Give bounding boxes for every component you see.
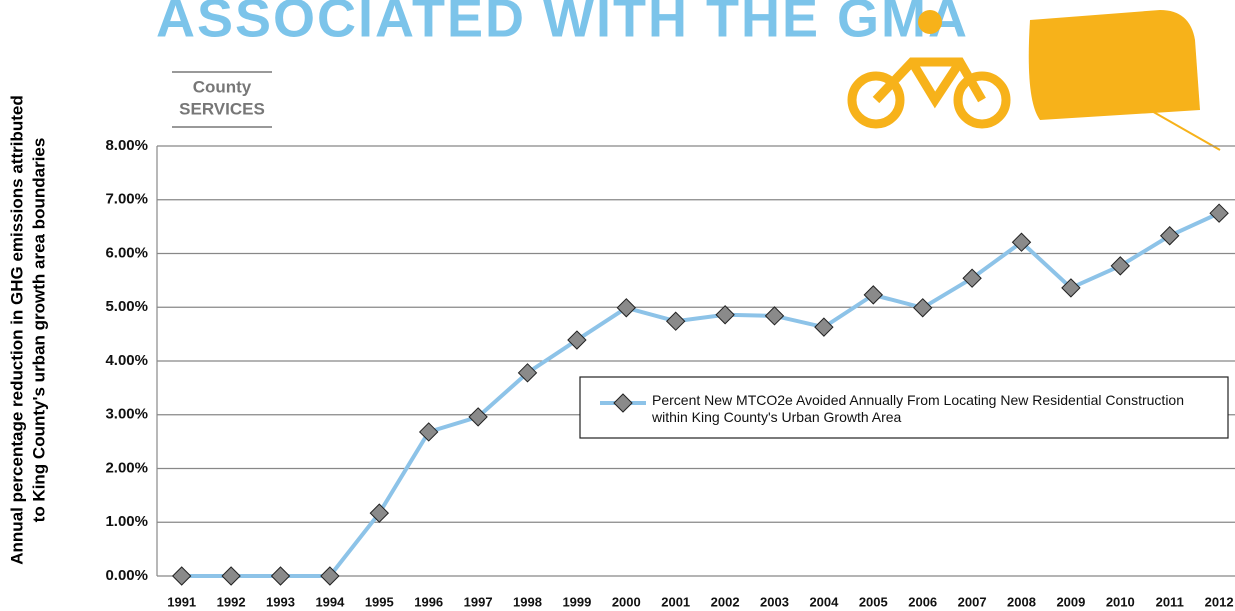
marker — [616, 298, 637, 318]
marker — [1110, 256, 1131, 276]
train-icon — [1028, 10, 1221, 151]
marker — [369, 503, 390, 523]
marker — [665, 311, 686, 331]
x-tick-label: 2012 — [1205, 594, 1234, 609]
chart-title: ASSOCIATED WITH THE GMA — [156, 0, 969, 48]
x-tick-label: 2011 — [1156, 594, 1184, 609]
x-tick-label: 2008 — [1007, 594, 1036, 609]
x-tick-label: 2005 — [859, 594, 888, 609]
y-tick-label: 1.00% — [105, 513, 148, 530]
x-tick-label: 2003 — [760, 594, 789, 609]
x-tick-label: 1994 — [315, 594, 345, 609]
y-tick-label: 4.00% — [105, 352, 148, 369]
marker — [1159, 226, 1180, 246]
x-tick-label: 1991 — [167, 594, 196, 609]
x-tick-label: 2009 — [1056, 594, 1085, 609]
x-tick-label: 2000 — [612, 594, 641, 609]
marker — [320, 566, 340, 586]
marker — [764, 306, 785, 326]
x-tick-label: 1998 — [513, 594, 542, 609]
subtitle: SERVICES — [179, 99, 265, 118]
x-tick-label: 2001 — [661, 594, 690, 609]
marker — [962, 268, 982, 288]
legend-marker — [613, 393, 633, 413]
marker — [1209, 203, 1229, 223]
subtitle: County — [193, 77, 252, 96]
x-tick-label: 2010 — [1106, 594, 1135, 609]
marker — [171, 566, 192, 586]
y-tick-label: 5.00% — [105, 298, 148, 315]
x-tick-label: 1995 — [365, 594, 394, 609]
marker — [715, 305, 735, 325]
marker — [863, 285, 884, 305]
x-tick-label: 2006 — [908, 594, 937, 609]
x-tick-label: 1997 — [464, 594, 493, 609]
y-axis-label: Annual percentage reduction in GHG emiss… — [7, 95, 26, 564]
x-tick-label: 1999 — [562, 594, 591, 609]
marker — [1011, 232, 1032, 252]
marker — [418, 422, 439, 442]
y-tick-label: 8.00% — [105, 137, 148, 154]
y-tick-label: 7.00% — [105, 191, 148, 208]
marker — [912, 298, 933, 318]
x-tick-label: 2002 — [711, 594, 740, 609]
marker — [814, 317, 834, 337]
bike-icon — [847, 10, 1011, 129]
y-tick-label: 2.00% — [105, 459, 148, 476]
series-line — [181, 211, 1220, 578]
marker — [517, 363, 538, 383]
x-tick-label: 1992 — [217, 594, 246, 609]
marker — [567, 330, 587, 350]
y-tick-label: 6.00% — [105, 244, 148, 261]
marker — [270, 566, 291, 586]
marker — [1061, 278, 1081, 298]
legend-label: Percent New MTCO2e Avoided Annually From… — [652, 392, 1184, 425]
legend-box — [579, 376, 1229, 439]
marker — [468, 407, 488, 427]
y-axis-label: to King County's urban growth area bound… — [29, 138, 48, 523]
y-tick-label: 3.00% — [105, 406, 148, 423]
legend-text-box: Percent New MTCO2e Avoided Annually From… — [652, 392, 1184, 425]
x-tick-label: 2007 — [958, 594, 987, 609]
x-tick-label: 1993 — [266, 594, 295, 609]
marker — [221, 566, 241, 586]
x-tick-label: 2004 — [809, 594, 839, 609]
x-tick-label: 1996 — [414, 594, 443, 609]
y-tick-label: 0.00% — [105, 567, 148, 584]
